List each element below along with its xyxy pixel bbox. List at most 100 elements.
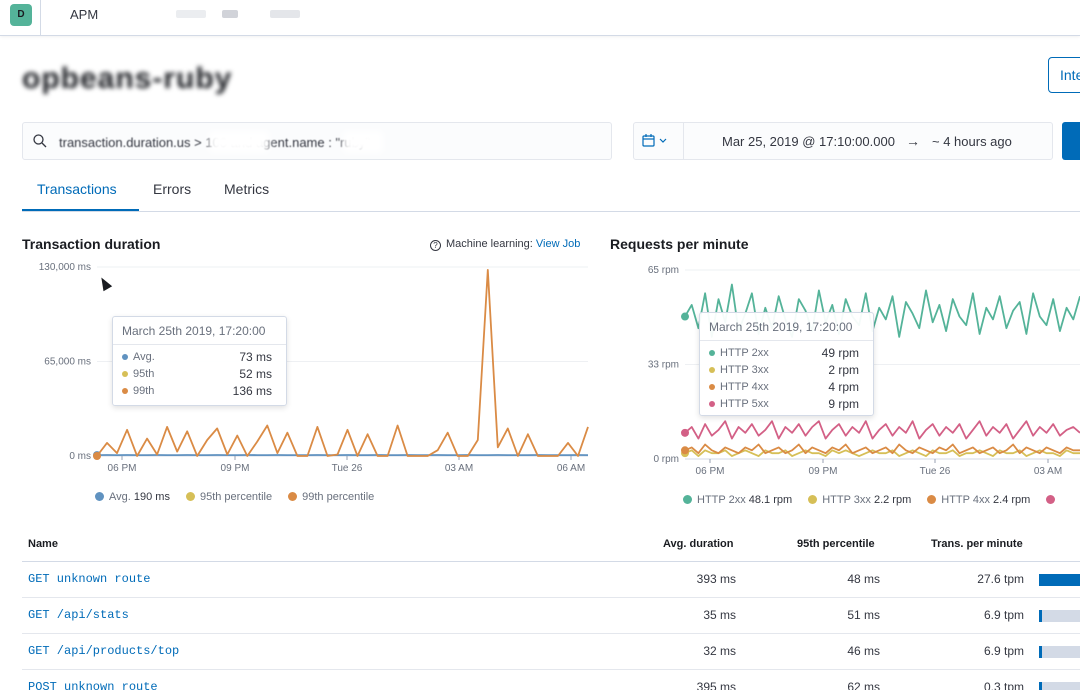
tab-transactions[interactable]: Transactions <box>37 181 117 197</box>
transaction-name-link[interactable]: GET unknown route <box>28 572 151 586</box>
legend-label: HTTP 2xx <box>697 494 746 506</box>
impact-bar <box>1039 682 1080 690</box>
tooltip-label: HTTP 3xx <box>720 364 769 376</box>
date-end[interactable]: ~ 4 hours ago <box>932 134 1012 149</box>
legend-label: 99th percentile <box>302 491 375 503</box>
impact-bar <box>1039 574 1080 586</box>
header-divider <box>40 0 41 36</box>
tooltip-row: HTTP 5xx 9 rpm <box>700 396 873 413</box>
legend-value: 2.2 rpm <box>873 494 912 506</box>
tooltip-row: 99th 136 ms <box>113 383 286 400</box>
page-title: opbeans-ruby <box>22 62 233 95</box>
duration-tooltip: March 25th 2019, 17:20:00 Avg. 73 ms 95th 5… <box>112 316 287 406</box>
series-dot <box>122 354 128 360</box>
space-avatar[interactable]: D <box>10 4 32 26</box>
tab-metrics[interactable]: Metrics <box>224 181 270 197</box>
legend-label: 95th percentile <box>199 491 273 503</box>
transaction-name-link[interactable]: GET /api/products/top <box>28 644 180 658</box>
avg-duration-cell: 393 ms <box>696 572 736 586</box>
legend-item[interactable]: HTTP 2xx 48.1 rpm <box>683 494 792 506</box>
x-tick-label: 06 PM <box>108 463 137 474</box>
legend-value: 190 ms <box>133 491 170 503</box>
column-avg-duration[interactable]: Avg. duration <box>663 538 734 550</box>
transaction-name-link[interactable]: POST unknown route <box>28 680 158 690</box>
tpm-cell: 6.9 tpm <box>983 608 1024 622</box>
table-row: GET /api/stats 35 ms 51 ms 6.9 tpm <box>22 598 1080 634</box>
date-picker: Mar 25, 2019 @ 17:10:00.000 → ~ 4 hours … <box>633 122 1053 160</box>
p95-cell: 48 ms <box>847 572 880 586</box>
duration-legend: Avg. 190 ms 95th percentile 99th percenti… <box>95 491 390 503</box>
x-tick-label: Tue 26 <box>920 466 951 477</box>
series-line-http-2xx <box>684 283 1080 338</box>
legend-value: 48.1 rpm <box>748 494 793 506</box>
legend-item[interactable]: HTTP 3xx 2.2 rpm <box>808 494 911 506</box>
series-line-http-5xx <box>684 420 1080 440</box>
legend-item[interactable]: Avg. 190 ms <box>95 491 170 503</box>
x-tick-label: 06 AM <box>557 463 585 474</box>
series-marker <box>93 452 101 460</box>
breadcrumb-redacted <box>222 10 238 18</box>
tooltip-label: HTTP 2xx <box>720 347 769 359</box>
y-tick-label: 0 rpm <box>653 454 679 465</box>
rpm-tooltip: March 25th 2019, 17:20:00 HTTP 2xx 49 rpm… <box>699 312 874 416</box>
search-redaction <box>209 131 269 153</box>
impact-bar <box>1039 646 1080 658</box>
search-redaction <box>343 131 383 153</box>
series-dot <box>709 367 715 373</box>
tab-bar: Transactions Errors Metrics <box>22 175 1080 212</box>
tooltip-label: 99th <box>133 385 155 397</box>
series-dot <box>122 388 128 394</box>
tooltip-row: HTTP 2xx 49 rpm <box>700 345 873 362</box>
impact-fill <box>1039 610 1042 622</box>
refresh-button[interactable] <box>1062 122 1080 160</box>
series-marker <box>681 446 689 455</box>
legend-dot <box>288 492 298 501</box>
y-tick-label: 33 rpm <box>648 360 679 371</box>
tpm-cell: 6.9 tpm <box>983 644 1024 658</box>
quick-select-button[interactable] <box>634 123 684 159</box>
series-dot <box>709 384 715 390</box>
column-name[interactable]: Name <box>28 538 58 550</box>
tooltip-value: 9 rpm <box>828 397 859 411</box>
date-start[interactable]: Mar 25, 2019 @ 17:10:00.000 <box>722 134 895 149</box>
avg-duration-cell: 395 ms <box>696 680 736 690</box>
impact-bar <box>1039 610 1080 622</box>
legend-item[interactable] <box>1046 494 1060 506</box>
x-tick-label: 06 PM <box>696 466 725 477</box>
legend-item[interactable]: HTTP 4xx 2.4 rpm <box>927 494 1030 506</box>
legend-item[interactable]: 99th percentile <box>288 491 374 503</box>
tab-errors[interactable]: Errors <box>153 181 192 197</box>
tooltip-row: HTTP 3xx 2 rpm <box>700 362 873 379</box>
legend-item[interactable]: 95th percentile <box>185 491 273 503</box>
y-tick-label: 130,000 ms <box>39 262 91 273</box>
rpm-legend: HTTP 2xx 48.1 rpm HTTP 3xx 2.2 rpm HTTP 4x… <box>683 494 1076 506</box>
tooltip-value: 4 rpm <box>828 380 859 394</box>
transaction-name-link[interactable]: GET /api/stats <box>28 608 129 622</box>
tooltip-label: HTTP 5xx <box>720 398 769 410</box>
question-icon: ? <box>430 240 441 251</box>
column-95th-percentile[interactable]: 95th percentile <box>797 538 875 550</box>
view-job-link[interactable]: View Job <box>535 238 581 250</box>
top-bar: D APM <box>0 0 1080 36</box>
table-row: GET unknown route 393 ms 48 ms 27.6 tpm <box>22 562 1080 598</box>
x-tick-label: 09 PM <box>809 466 838 477</box>
x-tick-label: Tue 26 <box>332 463 363 474</box>
legend-dot <box>808 495 818 504</box>
legend-dot <box>927 495 937 504</box>
breadcrumb-apm[interactable]: APM <box>70 7 99 22</box>
series-line-http-4xx <box>684 443 1080 455</box>
x-tick-label: 03 AM <box>445 463 473 474</box>
duration-chart-title: Transaction duration <box>22 236 161 252</box>
series-marker <box>681 312 689 321</box>
search-bar[interactable]: transaction.duration.us > 100 and agent.… <box>22 122 612 160</box>
avg-duration-cell: 35 ms <box>703 608 736 622</box>
column-trans-per-minute[interactable]: Trans. per minute <box>931 538 1023 550</box>
active-tab-indicator <box>22 209 139 211</box>
x-tick-label: 03 AM <box>1034 466 1062 477</box>
tpm-cell: 0.3 tpm <box>983 680 1024 690</box>
integrations-button[interactable]: Inte <box>1048 57 1080 93</box>
impact-fill <box>1039 646 1042 658</box>
p95-cell: 46 ms <box>847 644 880 658</box>
tooltip-label: HTTP 4xx <box>720 381 769 393</box>
